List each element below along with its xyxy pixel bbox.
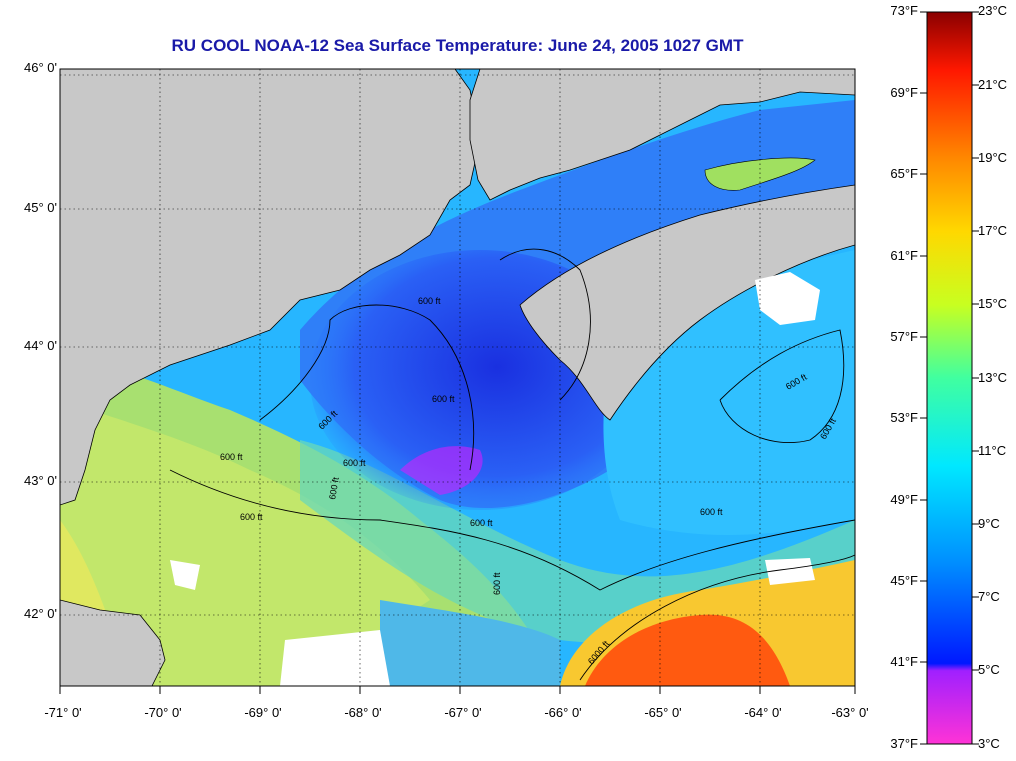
contour-label: 600 ft — [240, 512, 263, 522]
contour-lines — [169, 248, 855, 681]
colorbar-c-label: 21°C — [978, 77, 1008, 92]
contour-label: 600 ft — [327, 476, 341, 500]
land-nova-scotia — [519, 184, 855, 421]
colorbar-f-label: 73°F — [890, 3, 918, 18]
contour-label: 600 ft — [432, 394, 455, 404]
lon-label: -65° 0' — [644, 705, 682, 720]
cloud-patch — [755, 272, 820, 325]
lon-label: -68° 0' — [344, 705, 382, 720]
lon-label: -69° 0' — [244, 705, 282, 720]
map-area — [60, 69, 855, 686]
colorbar-c-label: 5°C — [978, 662, 1000, 677]
contour-label: 600 ft — [220, 452, 243, 462]
land-new-brunswick — [469, 69, 855, 201]
lon-label: -64° 0' — [744, 705, 782, 720]
colorbar-f-label: 53°F — [890, 410, 918, 425]
lat-label: 43° 0' — [24, 473, 57, 488]
lat-label: 45° 0' — [24, 200, 57, 215]
colorbar-ticks — [920, 11, 979, 745]
colorbar-f-label: 65°F — [890, 166, 918, 181]
lon-label: -70° 0' — [144, 705, 182, 720]
lat-label: 46° 0' — [24, 60, 57, 75]
contour-6000ft — [579, 554, 855, 681]
colorbar-f-label: 49°F — [890, 492, 918, 507]
cold-spot — [400, 446, 483, 495]
chart-title: RU COOL NOAA-12 Sea Surface Temperature:… — [171, 36, 744, 55]
contour-label: 600 ft — [418, 296, 441, 306]
lon-label: -66° 0' — [544, 705, 582, 720]
land-cape-cod — [60, 599, 166, 686]
colorbar-c-label: 19°C — [978, 150, 1008, 165]
lon-label: -71° 0' — [44, 705, 82, 720]
contour-label: 600 ft — [343, 458, 366, 468]
cloud-patch — [280, 630, 390, 686]
map-frame — [59, 68, 856, 687]
colorbar-c-label: 17°C — [978, 223, 1008, 238]
colorbar-c-label: 23°C — [978, 3, 1008, 18]
colorbar-f-label: 57°F — [890, 329, 918, 344]
contour-label: 600 ft — [470, 518, 493, 528]
warm-water-inner — [60, 400, 430, 686]
colorbar-f-label: 41°F — [890, 654, 918, 669]
colorbar-f-label: 61°F — [890, 248, 918, 263]
land-pei — [704, 157, 816, 191]
colorbar-c-label: 3°C — [978, 736, 1000, 751]
colorbar — [926, 11, 973, 745]
contour-600ft-east — [719, 329, 845, 444]
colorbar-f-label: 45°F — [890, 573, 918, 588]
colorbar-c-label: 15°C — [978, 296, 1008, 311]
colorbar-c-label: 9°C — [978, 516, 1000, 531]
lat-label: 44° 0' — [24, 338, 57, 353]
contour-600ft-north — [499, 248, 591, 401]
colorbar-f-label: 37°F — [890, 736, 918, 751]
contour-600ft-south — [169, 469, 855, 591]
colorbar-c-label: 11°C — [978, 443, 1007, 458]
cloud-patch — [170, 560, 200, 590]
axis-ticks — [59, 686, 856, 694]
gulf-stream-core — [585, 614, 790, 686]
graticule — [60, 69, 855, 686]
colorbar-f-label: 69°F — [890, 85, 918, 100]
lat-label: 42° 0' — [24, 606, 57, 621]
colorbar-c-label: 13°C — [978, 370, 1008, 385]
south-blue — [380, 600, 560, 686]
cloud-patch — [765, 558, 815, 585]
lon-label: -63° 0' — [831, 705, 869, 720]
contour-600ft-basin — [259, 304, 475, 471]
colorbar-c-label: 7°C — [978, 589, 1000, 604]
contour-label: 600 ft — [492, 572, 502, 595]
lon-label: -67° 0' — [444, 705, 482, 720]
contour-label: 600 ft — [700, 507, 723, 517]
